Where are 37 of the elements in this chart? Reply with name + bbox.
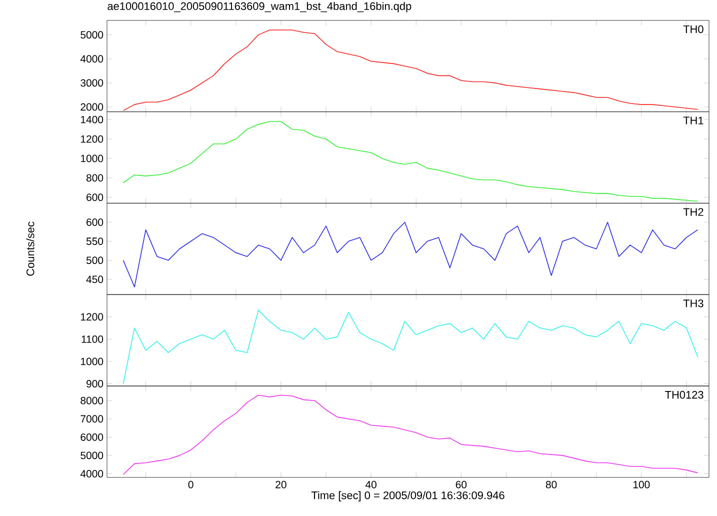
y-tick-label: 4000: [80, 54, 104, 62]
annotation: TH0123: [665, 390, 704, 398]
x-tick-label: 60: [456, 480, 467, 488]
y-tick-label: 600: [86, 218, 104, 226]
y-tick-label: 1200: [81, 135, 104, 143]
y-tick-label: 2000: [80, 103, 104, 110]
y-tick-label: 5000: [80, 30, 104, 38]
y-tick-label: 500: [86, 256, 104, 264]
y-tick-label: 7000: [80, 415, 104, 422]
x-tick-label: 0: [188, 480, 194, 488]
x-axis-title: Time [sec] 0 = 2005/09/01 16:36:09.946: [311, 490, 504, 502]
y-tick-label: 900: [86, 380, 104, 388]
y-tick-label: 800: [86, 174, 104, 182]
y-tick-label: 1100: [82, 335, 104, 343]
y-tick-label: 6000: [80, 433, 104, 441]
y-tick-label: 4000: [80, 470, 104, 478]
line-series: [122, 310, 698, 384]
x-tick-label: 20: [276, 480, 286, 488]
y-tick-label: 600: [86, 193, 104, 201]
y-tick-label: 450: [86, 275, 104, 283]
annotation: TH1: [683, 116, 704, 124]
y-tick-label: 1400: [81, 116, 104, 124]
annotation: TH3: [683, 299, 704, 308]
y-tick-label: 1200: [81, 312, 104, 320]
y-tick-label: 1000: [81, 154, 104, 162]
y-tick-label: 550: [86, 237, 104, 245]
annotation: TH0: [683, 25, 704, 33]
y-tick-label: 3000: [80, 79, 104, 86]
y-tick-label: 5000: [80, 452, 104, 459]
y-tick-label: 1000: [81, 358, 104, 365]
annotation: TH2: [683, 208, 704, 216]
x-tick-label: 40: [365, 480, 376, 488]
x-tick-label: 80: [546, 480, 557, 488]
y-axis-title: Counts/sec: [26, 222, 34, 276]
chart-title: ae100016010_20050901163609_wam1_bst_4band_16bin.qdp: [108, 2, 412, 12]
x-tick-label: 100: [633, 480, 650, 488]
y-tick-label: 8000: [80, 396, 104, 404]
